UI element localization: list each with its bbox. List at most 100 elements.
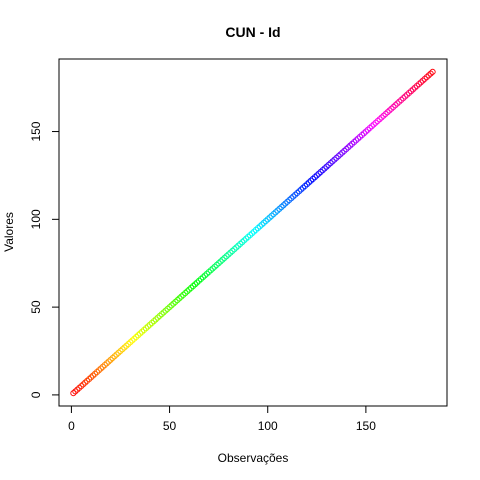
data-point: [72, 388, 79, 395]
data-point: [392, 102, 399, 109]
data-point: [113, 351, 120, 358]
data-point: [103, 360, 110, 367]
data-point: [406, 89, 413, 96]
data-point: [390, 103, 397, 111]
data-point: [360, 130, 367, 137]
data-point: [144, 323, 152, 330]
data-point: [160, 309, 167, 316]
data-point: [378, 114, 385, 121]
data-point: [107, 356, 114, 363]
data-point: [417, 79, 424, 86]
data-point: [354, 135, 362, 142]
data-point: [111, 353, 118, 360]
chart-title: CUN - Id: [225, 24, 280, 40]
data-point: [423, 74, 430, 81]
data-point: [217, 258, 224, 265]
data-point: [268, 212, 275, 219]
data-point: [298, 186, 305, 193]
data-point: [140, 326, 148, 333]
data-point: [429, 68, 436, 75]
data-points: [70, 68, 436, 397]
data-point: [280, 202, 287, 209]
data-point: [131, 335, 138, 342]
data-point: [213, 261, 220, 269]
data-point: [309, 175, 316, 182]
data-point: [97, 365, 104, 372]
data-point: [419, 77, 426, 84]
data-point: [339, 149, 346, 156]
data-point: [327, 160, 334, 167]
data-point: [239, 239, 246, 246]
data-point: [137, 330, 144, 337]
data-point: [123, 342, 130, 349]
data-point: [172, 298, 179, 305]
data-point: [270, 211, 277, 218]
data-point: [313, 172, 320, 179]
data-point: [190, 282, 197, 290]
y-tick-label: 0: [29, 391, 43, 398]
data-point: [305, 179, 313, 186]
data-point: [139, 328, 146, 335]
data-point: [199, 274, 206, 281]
data-point: [248, 230, 256, 237]
data-point: [178, 293, 185, 300]
data-point: [211, 263, 218, 270]
data-point: [150, 318, 157, 325]
data-point: [182, 290, 189, 297]
data-point: [119, 346, 126, 353]
data-point: [370, 121, 377, 128]
data-point: [364, 126, 371, 133]
data-point: [347, 142, 354, 149]
data-point: [323, 163, 330, 170]
data-point: [180, 291, 187, 298]
data-point: [319, 167, 326, 174]
data-point: [176, 295, 183, 302]
data-point: [164, 305, 171, 312]
data-point: [78, 383, 85, 390]
data-point: [168, 302, 175, 309]
data-point: [243, 235, 250, 242]
data-point: [398, 96, 405, 103]
data-point: [154, 314, 161, 321]
data-point: [349, 140, 356, 147]
data-point: [227, 249, 234, 256]
data-point: [278, 203, 285, 211]
data-point: [376, 116, 383, 123]
data-point: [311, 174, 318, 181]
data-point: [93, 369, 100, 376]
data-point: [331, 156, 338, 163]
data-point: [333, 154, 340, 161]
data-point: [258, 221, 265, 228]
data-point: [70, 390, 77, 397]
data-point: [76, 384, 83, 391]
data-point: [358, 132, 366, 139]
data-point: [396, 98, 403, 105]
data-point: [146, 321, 153, 328]
x-tick-label: 100: [258, 419, 278, 433]
data-point: [303, 181, 311, 188]
data-point: [74, 386, 81, 393]
data-point: [337, 151, 344, 158]
data-point: [300, 184, 307, 191]
data-point: [276, 205, 283, 212]
data-point: [394, 100, 401, 107]
data-point: [207, 267, 214, 274]
data-point: [215, 260, 222, 267]
data-point: [82, 379, 89, 386]
data-point: [129, 337, 136, 344]
data-point: [209, 265, 216, 272]
x-axis-label: Observações: [218, 451, 289, 465]
data-point: [223, 253, 230, 260]
data-point: [156, 312, 163, 319]
data-point: [404, 91, 411, 98]
data-point: [229, 247, 236, 254]
data-point: [366, 124, 373, 132]
data-point: [292, 191, 299, 198]
data-point: [135, 332, 142, 339]
y-axis: 0 50 100 150: [29, 121, 60, 398]
plot-frame: [58, 58, 448, 407]
data-point: [197, 275, 205, 283]
data-point: [91, 370, 99, 377]
data-point: [166, 304, 173, 311]
